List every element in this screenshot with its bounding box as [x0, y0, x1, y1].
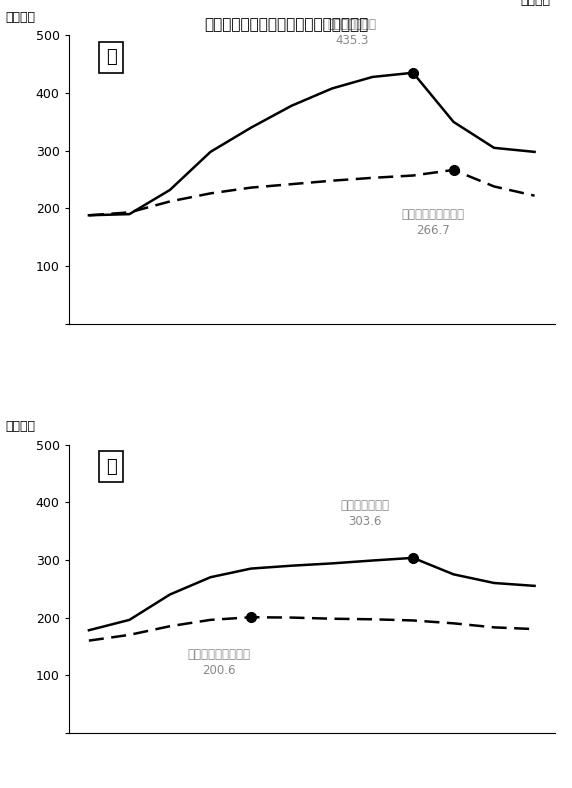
Text: 第６図　雇用形態、性、年齢階級別賃金: 第６図 雇用形態、性、年齢階級別賃金	[204, 17, 368, 32]
Text: 正社員・正職員以外
266.7: 正社員・正職員以外 266.7	[402, 208, 465, 237]
Text: 女: 女	[106, 458, 117, 476]
Text: 正社員・正職員以外
200.6: 正社員・正職員以外 200.6	[187, 648, 250, 677]
Y-axis label: （千円）: （千円）	[5, 420, 35, 433]
Text: 正社員・正職員
303.6: 正社員・正職員 303.6	[340, 500, 389, 528]
Y-axis label: （千円）: （千円）	[5, 11, 35, 24]
Text: 令和２年: 令和２年	[520, 0, 550, 6]
Text: 男: 男	[106, 48, 117, 66]
Text: 正社員・正職員
435.3: 正社員・正職員 435.3	[328, 18, 377, 47]
